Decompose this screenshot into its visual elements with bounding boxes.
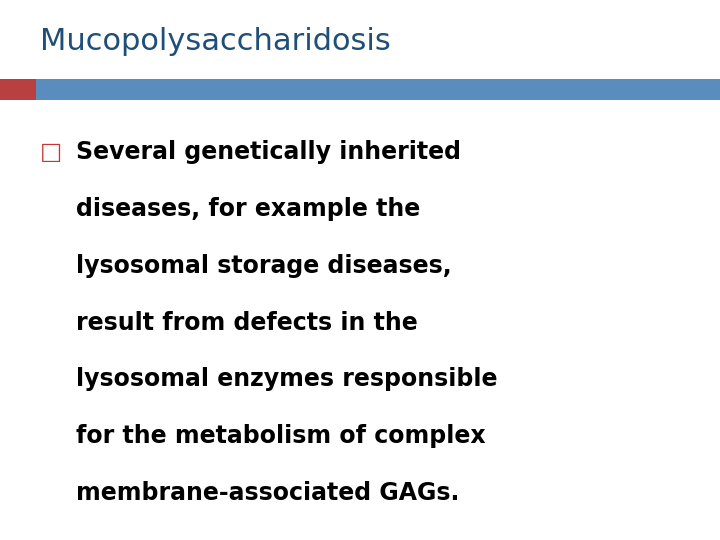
Text: membrane-associated GAGs.: membrane-associated GAGs. xyxy=(76,481,459,504)
Text: diseases, for example the: diseases, for example the xyxy=(76,197,420,221)
Text: lysosomal storage diseases,: lysosomal storage diseases, xyxy=(76,254,451,278)
Text: □: □ xyxy=(40,140,62,164)
Text: lysosomal enzymes responsible: lysosomal enzymes responsible xyxy=(76,367,497,391)
Bar xyxy=(0,79,36,100)
Text: result from defects in the: result from defects in the xyxy=(76,310,418,334)
Text: for the metabolism of complex: for the metabolism of complex xyxy=(76,424,485,448)
Text: Several genetically inherited: Several genetically inherited xyxy=(76,140,461,164)
Text: Mucopolysaccharidosis: Mucopolysaccharidosis xyxy=(40,27,390,56)
Bar xyxy=(36,79,720,100)
